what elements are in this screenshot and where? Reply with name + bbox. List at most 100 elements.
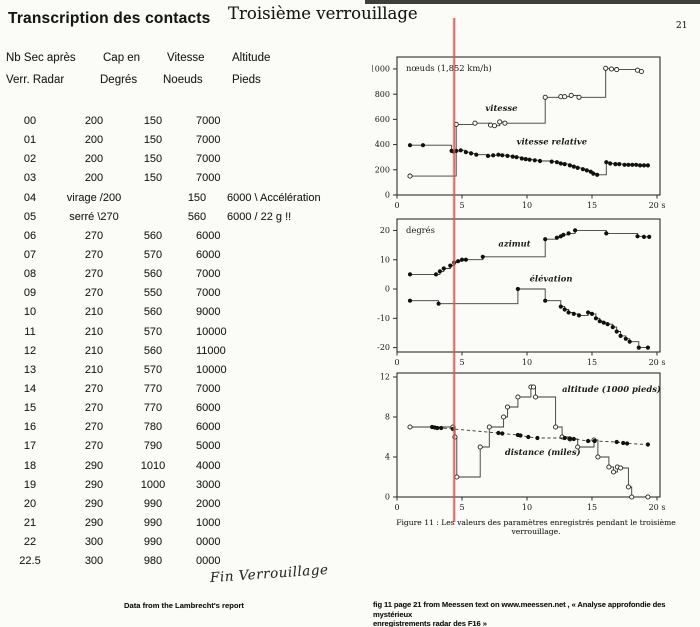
table-row: 01 200 150 7000 — [0, 131, 345, 150]
col-header-alt-line2: Pieds — [232, 74, 261, 86]
col-header-vit-line2: Noeuds — [163, 74, 203, 86]
table-row: 13 210 570 10000 — [0, 361, 345, 380]
table-cell: 0000 — [196, 536, 221, 549]
table-row: 04 virage /200 150 6000 \ Accélération — [0, 189, 345, 208]
svg-text:200: 200 — [375, 165, 390, 174]
svg-text:20: 20 — [380, 226, 390, 235]
table-cell: 270 — [84, 248, 104, 261]
svg-text:20 s: 20 s — [649, 358, 666, 367]
table-cell: 290 — [84, 497, 104, 510]
table-cell: 210 — [84, 363, 104, 376]
chart-2: 0 4 8 12 0 5 10 15 20 s altitude (1000 pieds) dist… — [380, 372, 665, 512]
table-cell: 17 — [23, 440, 37, 453]
table-cell: 10000 — [196, 325, 227, 338]
col-header-nb-line1: Nb Sec après — [6, 52, 76, 64]
table-cell: 300 — [84, 536, 104, 549]
table-cell: 790 — [143, 440, 163, 453]
svg-text:4: 4 — [385, 453, 390, 462]
table-cell: 19 — [23, 478, 37, 491]
right-footer-line2: enregistrements radar des F16 » — [373, 619, 487, 627]
table-cell: 270 — [84, 229, 104, 242]
svg-text:400: 400 — [375, 140, 390, 149]
table-cell: 780 — [143, 421, 163, 434]
table-cell: 570 — [143, 325, 163, 338]
svg-text:-20: -20 — [377, 343, 390, 352]
table-cell: 210 — [84, 344, 104, 357]
table-cell: 1000 — [140, 478, 166, 491]
table-cell: 6000 — [196, 421, 221, 434]
table-cell: 11 — [24, 325, 36, 338]
svg-text:12: 12 — [380, 373, 390, 382]
svg-text:20 s: 20 s — [649, 201, 666, 210]
svg-text:distance (miles): distance (miles) — [505, 447, 581, 457]
table-cell: 150 — [143, 115, 163, 127]
left-title: Transcription des contacts — [8, 10, 211, 27]
table-row: 14 270 770 7000 — [0, 380, 345, 399]
svg-text:8: 8 — [385, 413, 390, 422]
table-cell: 210 — [84, 306, 104, 319]
table-cell: 10000 — [196, 363, 227, 376]
table-cell: 7000 — [196, 153, 221, 166]
table-cell: 200 — [84, 134, 104, 147]
table-cell: 290 — [84, 516, 104, 529]
right-footer-line1: fig 11 page 21 from Meessen text on www.… — [373, 600, 666, 619]
table-cell: 9000 — [196, 306, 221, 319]
table-row: 18 290 1010 4000 — [0, 457, 345, 476]
table-cell: 150 — [143, 134, 163, 147]
table-cell: 200 — [84, 115, 104, 127]
table-cell: 270 — [84, 287, 104, 300]
table-cell: 270 — [84, 268, 104, 281]
table-row: 03 200 150 7000 — [0, 169, 345, 188]
table-cell: 990 — [143, 536, 163, 549]
svg-text:azimut: azimut — [498, 239, 530, 249]
table-cell: 6000 \ Accélération — [227, 191, 321, 204]
svg-text:5: 5 — [459, 201, 464, 210]
col-header-nb-line2: Verr. Radar — [6, 74, 65, 86]
table-cell: 560 — [143, 229, 163, 242]
table-cell: 990 — [143, 516, 163, 529]
svg-text:0: 0 — [394, 358, 399, 367]
table-cell: 10 — [23, 306, 37, 319]
table-row: 16 270 780 6000 — [0, 418, 345, 437]
table-row: 22.5 300 980 0000 — [0, 552, 345, 571]
figure-caption: Figure 11 : Les valeurs des paramètres e… — [396, 518, 676, 536]
table-cell: 210 — [84, 325, 104, 338]
table-row: 07 270 570 6000 — [0, 246, 345, 265]
svg-text:0: 0 — [394, 503, 399, 512]
chart-1: -20 -10 0 10 20 0 5 10 15 20 s degrés azimut élévati… — [377, 218, 666, 367]
svg-text:800: 800 — [375, 90, 390, 99]
svg-text:15: 15 — [587, 358, 597, 367]
table-row: 17 270 790 5000 — [0, 437, 345, 456]
table-cell: 270 — [84, 440, 104, 453]
svg-text:15: 15 — [587, 201, 597, 210]
table-cell: 550 — [143, 287, 163, 300]
table-row: 12 210 560 11000 — [0, 342, 345, 361]
table-cell: 560 — [143, 268, 163, 281]
table-cell: 21 — [23, 516, 37, 529]
col-header-alt-line1: Altitude — [232, 52, 271, 64]
table-cell: 08 — [23, 268, 37, 281]
table-cell: 7000 — [196, 287, 221, 300]
table-cell: 150 — [143, 153, 163, 166]
table-cell: 11000 — [196, 344, 226, 357]
table-cell: 14 — [23, 382, 37, 395]
table-cell: 18 — [23, 459, 37, 472]
svg-text:0: 0 — [385, 285, 390, 294]
table-row: 11 210 570 10000 — [0, 323, 345, 342]
svg-text:10: 10 — [522, 201, 532, 210]
left-footer: Data from the Lambrecht's report — [124, 601, 244, 610]
table-cell: virage /200 — [66, 191, 122, 204]
col-header-vit-line1: Vitesse — [167, 52, 205, 64]
table-cell: 7000 — [196, 268, 221, 281]
page-number: 21 — [676, 21, 688, 31]
table-cell: 0000 — [196, 555, 221, 568]
table-cell: 01 — [23, 134, 37, 147]
table-cell: 22.5 — [19, 555, 41, 568]
svg-text:5: 5 — [459, 503, 464, 512]
svg-text:degrés: degrés — [406, 225, 435, 235]
chart-0: 0 200 400 600 800 1000 0 5 10 15 20 s nœuds (1,852 … — [372, 56, 666, 210]
table-cell: 16 — [23, 421, 37, 434]
table-cell: 06 — [23, 229, 37, 242]
table-cell: 290 — [84, 459, 104, 472]
table-cell: 09 — [23, 287, 37, 300]
